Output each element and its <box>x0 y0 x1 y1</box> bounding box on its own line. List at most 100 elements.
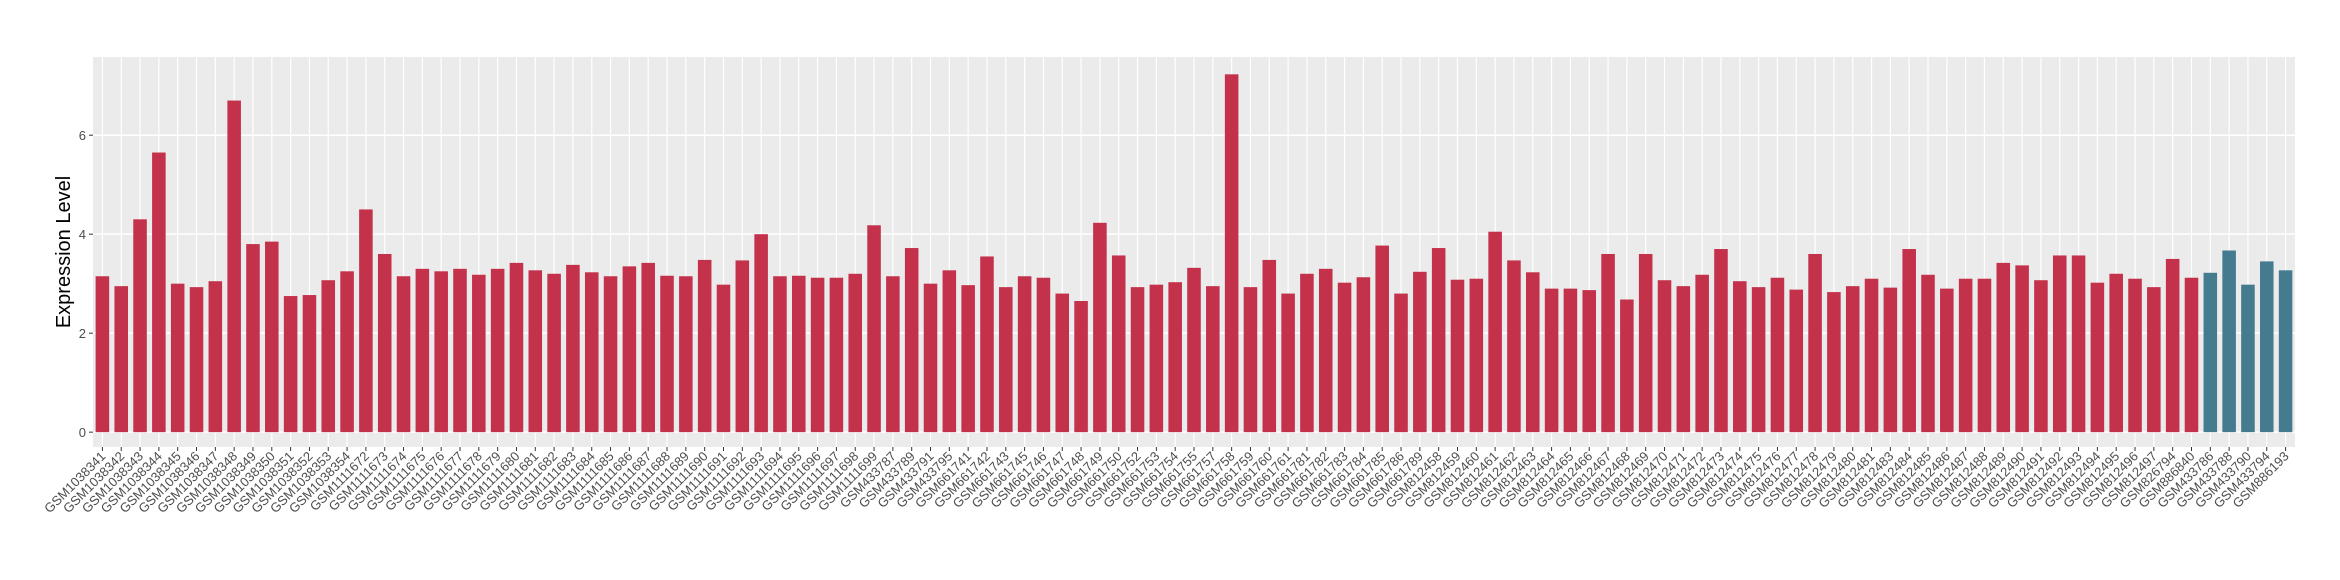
bar <box>321 280 336 433</box>
bar <box>1413 271 1427 433</box>
bar <box>133 219 147 433</box>
bar <box>923 283 938 433</box>
bar <box>1111 255 1126 433</box>
bar <box>208 281 223 433</box>
bar <box>2278 270 2293 433</box>
bar <box>359 209 373 433</box>
bar <box>2015 265 2029 433</box>
bar <box>1281 293 1295 433</box>
bar <box>566 264 580 433</box>
bar <box>1977 278 1992 433</box>
bar <box>641 262 655 433</box>
bar <box>716 284 731 433</box>
bar <box>1714 249 1728 433</box>
bar <box>1620 299 1634 433</box>
bar <box>152 152 166 433</box>
bar <box>679 276 693 433</box>
bar <box>415 268 430 433</box>
y-tick-label: 0 <box>79 425 86 440</box>
bar <box>2128 278 2142 433</box>
y-tick-label: 6 <box>79 128 86 143</box>
bar <box>584 272 599 433</box>
bar <box>283 296 298 433</box>
bar <box>1940 288 1954 433</box>
bar <box>170 283 185 433</box>
bar <box>697 259 712 433</box>
bar <box>942 270 957 433</box>
bar <box>2090 282 2105 433</box>
bar <box>735 260 750 433</box>
bar <box>1262 259 1277 433</box>
bar <box>2222 250 2236 433</box>
bar <box>1996 262 2011 433</box>
bar <box>1093 222 1107 433</box>
bar <box>1206 286 1220 433</box>
bar <box>1507 260 1521 433</box>
bar <box>1657 280 1672 433</box>
bar <box>1450 279 1465 433</box>
bar <box>867 225 881 433</box>
bar <box>490 268 505 433</box>
bar <box>1770 277 1785 433</box>
bar <box>999 287 1013 433</box>
bar <box>1130 287 1145 433</box>
bar <box>660 275 674 433</box>
bar <box>227 100 241 433</box>
bar <box>453 268 467 433</box>
bar <box>754 234 768 433</box>
bar <box>1563 288 1578 433</box>
bar <box>1525 272 1540 433</box>
bar <box>1958 278 1973 433</box>
bar <box>2241 284 2255 433</box>
bar <box>1337 282 1352 433</box>
bar <box>340 271 354 433</box>
bar <box>2259 261 2274 433</box>
bar <box>1601 253 1615 433</box>
bar <box>1055 293 1070 433</box>
bar <box>396 276 411 433</box>
bar <box>1036 277 1051 433</box>
bar <box>622 266 637 433</box>
bar <box>1224 74 1239 433</box>
bar <box>1827 292 1841 433</box>
bar <box>1902 249 1916 433</box>
bar <box>829 277 844 433</box>
bar <box>848 273 863 433</box>
bar <box>2071 255 2086 433</box>
bar <box>547 273 561 433</box>
bar <box>1149 284 1164 433</box>
bar <box>114 286 129 433</box>
bar <box>1695 274 1709 433</box>
bar <box>1544 288 1559 433</box>
bar <box>2203 272 2218 433</box>
bar <box>472 274 486 433</box>
bar <box>1431 248 1446 433</box>
bar <box>528 270 543 433</box>
bar <box>1187 267 1201 433</box>
bar <box>1751 287 1766 433</box>
bar <box>886 276 900 433</box>
bar <box>246 244 260 433</box>
bar <box>1883 287 1898 433</box>
bar <box>1921 274 1935 433</box>
bar <box>1864 278 1879 433</box>
bar <box>980 256 994 433</box>
bar <box>1243 287 1258 433</box>
bar <box>1168 282 1182 433</box>
bar <box>1488 231 1502 433</box>
bar <box>1318 268 1333 433</box>
bar <box>1469 278 1484 433</box>
bar <box>189 287 204 433</box>
bar <box>302 295 317 433</box>
bar <box>603 276 618 433</box>
bar <box>2109 273 2123 433</box>
bar <box>1582 290 1597 433</box>
bar <box>1074 300 1088 433</box>
bar <box>265 241 279 433</box>
bar <box>2034 280 2048 433</box>
bar <box>1789 289 1804 433</box>
bar <box>1300 273 1314 433</box>
bar <box>1808 253 1822 433</box>
